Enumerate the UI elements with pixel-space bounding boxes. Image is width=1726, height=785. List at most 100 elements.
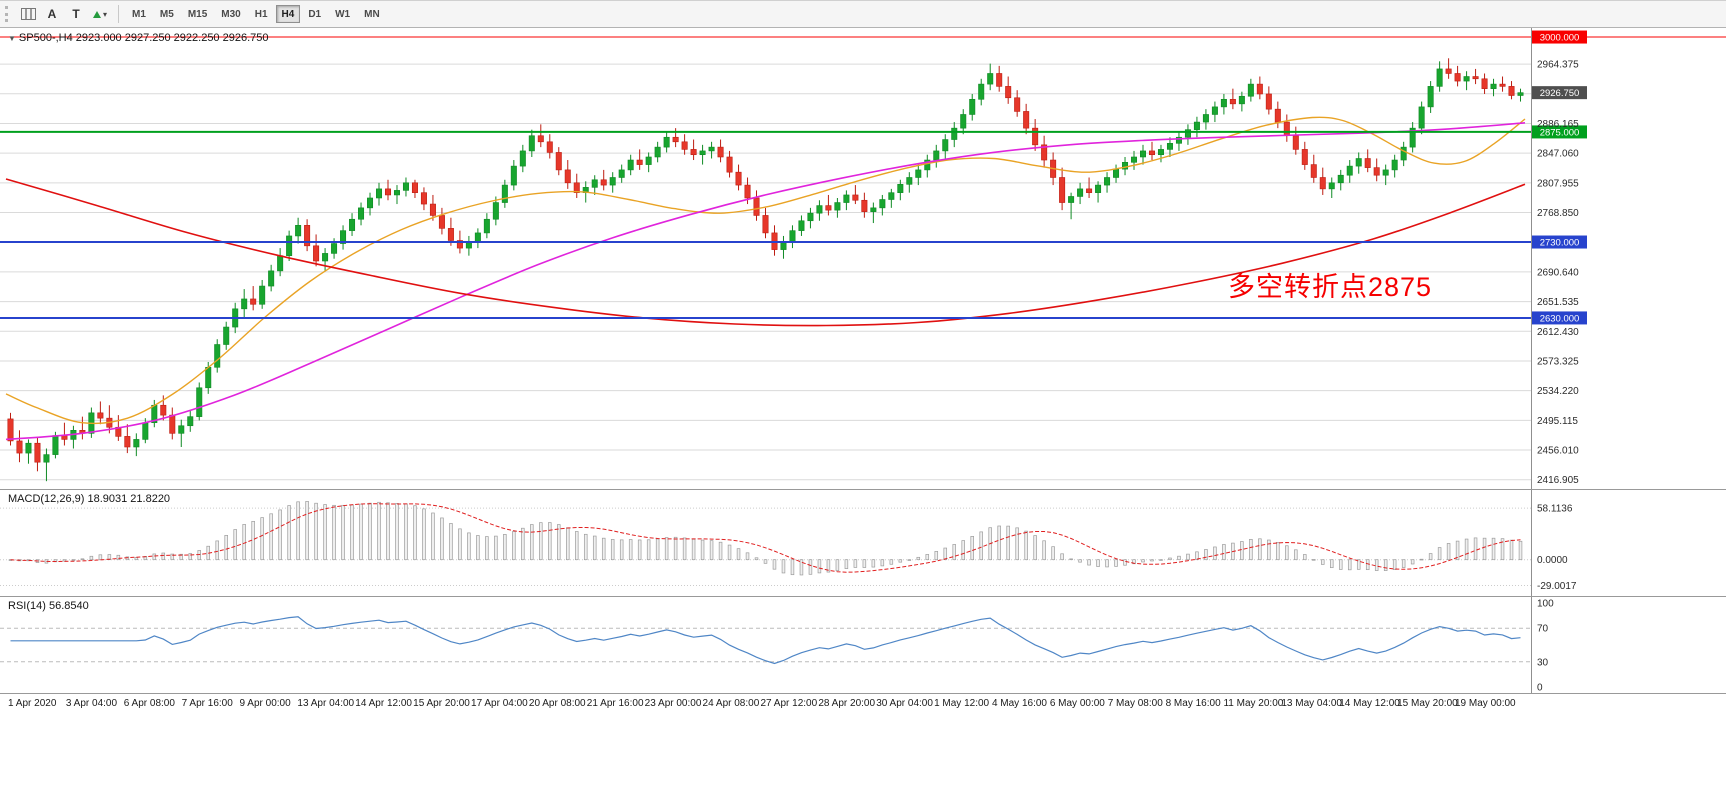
- timeframe-m1-button[interactable]: M1: [126, 5, 152, 23]
- time-axis-label: 8 May 16:00: [1165, 698, 1221, 709]
- macd-histogram-bar: [1410, 559, 1415, 565]
- candle-body: [915, 169, 922, 178]
- timeframe-d1-button[interactable]: D1: [302, 5, 327, 23]
- timeframe-h4-button[interactable]: H4: [275, 5, 301, 23]
- macd-histogram-bar: [763, 559, 768, 564]
- candle-body: [519, 150, 526, 167]
- price-chart-canvas[interactable]: 3000.000 2875.000 2730.000 2630.000 2926.750…: [0, 28, 1726, 489]
- level-price-tag[interactable]: [1532, 311, 1587, 325]
- macd-histogram-bar: [745, 552, 750, 561]
- macd-histogram-bar: [1267, 539, 1271, 561]
- rsi-panel-canvas[interactable]: 100 70 30 0: [0, 597, 1726, 693]
- candle-body: [268, 270, 275, 287]
- candle-body: [960, 114, 967, 129]
- candle-body: [124, 436, 131, 448]
- macd-histogram-bar: [1446, 543, 1451, 561]
- macd-histogram-bar: [557, 524, 561, 561]
- candle-body: [1077, 188, 1084, 197]
- candle-body: [852, 194, 859, 201]
- macd-histogram-bar: [305, 501, 309, 561]
- level-price-tag-label: 2630.000: [1540, 313, 1580, 324]
- macd-histogram-bar: [404, 503, 408, 561]
- candle-body: [1283, 121, 1290, 137]
- candle-body: [564, 169, 571, 184]
- macd-histogram-bar: [1204, 549, 1208, 561]
- toolbar: A T ▾ M1 M5 M15 M30 H1 H4 D1 W1 MN: [0, 1, 1726, 28]
- candle-body: [555, 152, 562, 171]
- candle-body: [43, 454, 50, 463]
- chart-window-button[interactable]: [17, 4, 39, 24]
- macd-histogram-bar: [287, 505, 291, 561]
- timeframe-m15-button[interactable]: M15: [182, 5, 213, 23]
- price-axis-label: 2690.640: [1537, 267, 1579, 278]
- macd-histogram-bar: [1132, 559, 1136, 565]
- macd-histogram-bar: [934, 551, 939, 561]
- macd-histogram-bar: [503, 534, 507, 561]
- candle-body: [1023, 111, 1030, 129]
- candle-body: [322, 253, 329, 262]
- candle-body: [1202, 114, 1209, 123]
- candle-body: [286, 235, 293, 256]
- candle-body: [636, 159, 643, 165]
- candle-body: [762, 215, 769, 234]
- candle-body: [438, 215, 445, 229]
- candle-body: [295, 225, 302, 237]
- toolbar-grip[interactable]: [5, 6, 10, 22]
- macd-histogram-bar: [997, 525, 1001, 561]
- macd-header: MACD(12,26,9) 18.9031 21.8220: [8, 493, 171, 505]
- timeframe-m30-button[interactable]: M30: [215, 5, 246, 23]
- text-label-tool-button[interactable]: T: [65, 4, 87, 24]
- candle-body: [340, 230, 347, 244]
- candle-body: [906, 177, 913, 185]
- macd-histogram-bar: [1374, 559, 1379, 571]
- text-tool-button[interactable]: A: [41, 4, 63, 24]
- macd-histogram-bar: [826, 559, 831, 573]
- candle-body: [1238, 95, 1245, 105]
- candle-body: [474, 232, 481, 243]
- macd-histogram-bar: [377, 501, 381, 561]
- ohlc-expand-arrow[interactable]: ▼: [8, 34, 16, 43]
- arrow-tools-dropdown[interactable]: ▾: [89, 4, 111, 24]
- panel-splitter[interactable]: [0, 596, 1726, 597]
- timeframe-h1-button[interactable]: H1: [249, 5, 274, 23]
- macd-histogram-bar: [709, 540, 714, 561]
- price-axis-label: 2807.955: [1537, 178, 1579, 189]
- candle-body: [987, 73, 994, 85]
- candle-body: [816, 205, 823, 214]
- timeframe-mn-button[interactable]: MN: [358, 5, 386, 23]
- chart-text-annotation[interactable]: 多空转折点2875: [1228, 272, 1433, 302]
- candle-body: [1086, 188, 1093, 193]
- macd-axis-label: -29.0017: [1537, 581, 1577, 592]
- macd-histogram-bar: [512, 531, 516, 561]
- candle-body: [97, 412, 104, 419]
- candle-body: [142, 422, 149, 440]
- candle-body: [1122, 162, 1129, 170]
- timeframe-m5-button[interactable]: M5: [154, 5, 180, 23]
- macd-histogram-bar: [386, 502, 390, 561]
- panel-splitter[interactable]: [0, 693, 1726, 694]
- macd-histogram-bar: [628, 539, 633, 561]
- current-price-tag[interactable]: [1532, 86, 1587, 100]
- macd-histogram-bar: [422, 508, 426, 561]
- macd-histogram-bar: [619, 539, 624, 561]
- ma-mid-line: [5, 122, 1526, 441]
- candle-body: [393, 190, 400, 196]
- candle-body: [1382, 169, 1389, 176]
- macd-histogram-bar: [71, 559, 76, 561]
- macd-panel-canvas[interactable]: 58.1136 0.0000 -29.0017: [0, 490, 1726, 596]
- level-price-tag[interactable]: [1532, 125, 1587, 139]
- macd-histogram-bar: [278, 509, 282, 561]
- candle-body: [1059, 177, 1066, 203]
- macd-histogram-bar: [961, 540, 965, 561]
- panel-splitter[interactable]: [0, 489, 1726, 490]
- chart-symbol-period: SP500-,H4: [18, 32, 73, 44]
- macd-histogram-bar: [1240, 541, 1244, 561]
- macd-histogram-bar: [952, 544, 957, 561]
- macd-histogram-bar: [233, 529, 237, 561]
- macd-histogram-bar: [116, 554, 121, 561]
- level-price-tag[interactable]: [1532, 30, 1587, 44]
- time-axis[interactable]: 1 Apr 2020 3 Apr 04:00 6 Apr 08:00 7 Apr 16…: [0, 694, 1726, 716]
- level-price-tag[interactable]: [1532, 235, 1587, 249]
- timeframe-w1-button[interactable]: W1: [329, 5, 356, 23]
- macd-histogram-bar: [161, 552, 166, 561]
